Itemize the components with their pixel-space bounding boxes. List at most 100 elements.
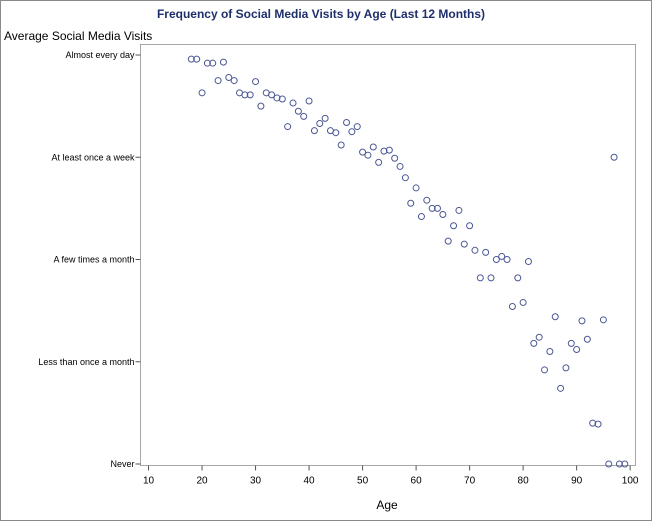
scatter-point [439, 211, 447, 219]
scatter-point [385, 146, 393, 154]
scatter-point [364, 151, 372, 159]
y-axis: Never Less than once a month A few times a… [38, 50, 141, 469]
y-tick-label: Less than once a month [38, 357, 134, 367]
y-tick-label: A few times a month [53, 255, 134, 265]
scatter-point [615, 460, 623, 468]
scatter-point [294, 107, 302, 115]
scatter-point [541, 366, 549, 374]
scatter-point [278, 95, 286, 103]
x-tick-label: 90 [571, 476, 583, 487]
scatter-point [546, 348, 554, 356]
scatter-point [423, 196, 431, 204]
scatter-point [434, 204, 441, 212]
scatter-point [359, 148, 367, 156]
scatter-point [230, 77, 238, 85]
scatter-point [310, 127, 318, 135]
data-points [187, 55, 629, 468]
scatter-point [530, 339, 538, 347]
x-tick-label: 60 [411, 476, 423, 487]
scatter-point [444, 237, 452, 245]
scatter-point [578, 317, 586, 325]
scatter-point [380, 147, 388, 155]
x-tick-label: 70 [464, 476, 476, 487]
scatter-point [557, 384, 565, 392]
scatter-point [573, 345, 581, 353]
scatter-point [401, 174, 409, 182]
scatter-point [503, 256, 511, 263]
scatter-point [300, 112, 308, 120]
scatter-point [252, 78, 260, 86]
scatter-point [476, 274, 484, 282]
scatter-point [391, 154, 399, 162]
scatter-point [417, 213, 425, 221]
scatter-point [428, 204, 436, 212]
scatter-point [583, 335, 591, 343]
scatter-point [610, 153, 618, 161]
x-tick-label: 100 [622, 476, 639, 487]
scatter-point [407, 199, 415, 207]
scatter-point [369, 143, 377, 151]
x-axis: 10 20 30 40 50 60 70 80 90 100 [143, 465, 639, 487]
scatter-point [492, 256, 500, 263]
scatter-point [524, 258, 532, 266]
y-axis-title: Average Social Media Visits [4, 29, 152, 43]
scatter-point [594, 420, 602, 428]
scatter-point [567, 339, 575, 347]
scatter-point [487, 274, 495, 282]
x-tick-label: 50 [357, 476, 369, 487]
scatter-point [535, 333, 543, 341]
scatter-point [268, 91, 276, 99]
scatter-point [562, 364, 570, 372]
scatter-point [551, 313, 559, 321]
x-tick-label: 10 [143, 476, 155, 487]
x-tick-label: 80 [518, 476, 530, 487]
scatter-point [284, 123, 292, 131]
scatter-point [353, 123, 361, 131]
scatter-point [273, 94, 281, 102]
scatter-point [519, 298, 527, 306]
scatter-point [316, 120, 324, 128]
scatter-point [337, 141, 345, 149]
scatter-point [348, 128, 356, 136]
scatter-point [605, 460, 613, 468]
scatter-point [482, 248, 490, 256]
scatter-point [455, 206, 463, 214]
scatter-point [241, 91, 249, 99]
scatter-point [514, 274, 522, 282]
scatter-point [450, 222, 458, 230]
scatter-point [375, 158, 383, 166]
y-tick-label: Never [110, 459, 134, 469]
scatter-point [198, 89, 206, 97]
scatter-point [289, 99, 297, 107]
scatter-point [193, 55, 201, 63]
scatter-point [321, 114, 329, 122]
x-tick-label: 30 [250, 476, 262, 487]
scatter-point [466, 222, 474, 230]
scatter-point [396, 162, 404, 170]
x-axis-title: Age [376, 498, 398, 512]
scatter-point [214, 77, 222, 85]
scatter-point [187, 55, 195, 63]
scatter-point [460, 240, 468, 248]
x-tick-label: 40 [304, 476, 316, 487]
scatter-point [225, 73, 233, 81]
scatter-point [343, 118, 351, 126]
scatter-point [246, 91, 254, 99]
scatter-point [508, 303, 516, 311]
scatter-point [589, 419, 597, 427]
x-tick-label: 20 [196, 476, 208, 487]
scatter-point [498, 252, 506, 260]
scatter-point [209, 59, 217, 67]
plot-area [140, 44, 636, 466]
scatter-point [471, 246, 479, 254]
scatter-point [203, 59, 211, 67]
chart-title: Frequency of Social Media Visits by Age … [157, 7, 485, 21]
scatter-point [332, 129, 340, 137]
y-tick-label: Almost every day [65, 50, 135, 60]
scatter-point [219, 58, 227, 66]
scatter-point [599, 316, 607, 324]
scatter-point [621, 460, 629, 468]
scatter-point [305, 97, 313, 105]
scatter-point [412, 184, 420, 192]
